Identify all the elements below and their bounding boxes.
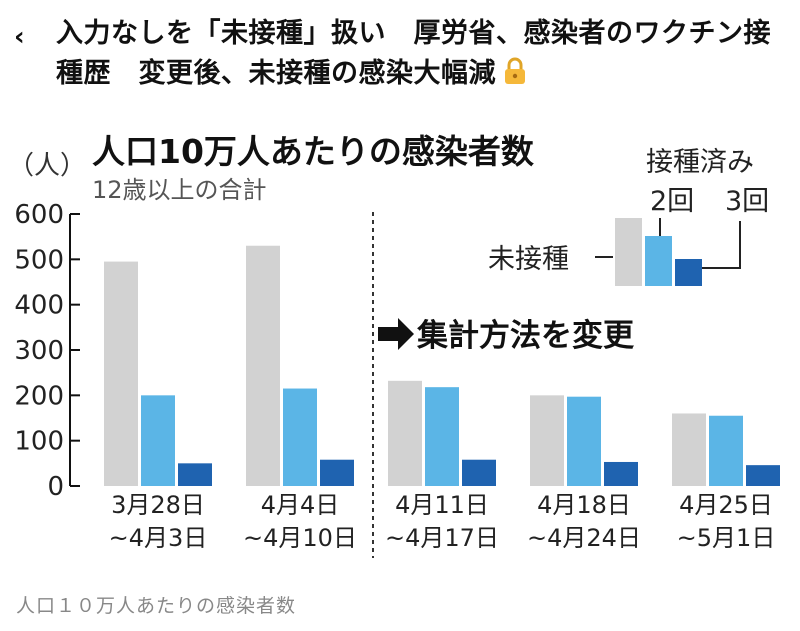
y-tick-label: 400 xyxy=(14,291,64,321)
bar-3回-3 xyxy=(604,461,638,486)
y-tick-label: 300 xyxy=(14,336,64,366)
method-change-annotation: 集計方法を変更 xyxy=(378,318,635,354)
x-tick-label: ~5月1日 xyxy=(677,524,776,552)
legend-label-未接種: 未接種 xyxy=(488,244,569,275)
bar-未接種-4 xyxy=(672,413,706,486)
bars xyxy=(104,245,780,486)
legend-header: 接種済み xyxy=(646,147,754,178)
bar-未接種-0 xyxy=(104,261,138,486)
x-tick-label: 4月4日 xyxy=(261,491,340,519)
x-tick-label: 4月11日 xyxy=(395,491,489,519)
y-tick-label: 200 xyxy=(14,381,64,411)
legend-label-3回: 3回 xyxy=(725,186,769,217)
legend-swatch-2回 xyxy=(645,236,672,286)
bar-chart: 人口10万人あたりの感染者数 （人） 12歳以上の合計 接種済み 2回 3回 未… xyxy=(8,132,780,558)
chart-ylabel: （人） xyxy=(8,151,86,181)
right-arrow-icon xyxy=(378,318,414,350)
bar-未接種-1 xyxy=(246,245,280,486)
bar-3回-2 xyxy=(462,459,496,486)
lock-icon xyxy=(502,56,528,98)
y-ticks: 0 100 200 300 400 500 600 xyxy=(14,200,80,502)
legend-leader-3 xyxy=(702,221,741,269)
bar-2回-4 xyxy=(709,415,743,486)
legend-swatch-3回 xyxy=(675,259,702,286)
chart-title: 人口10万人あたりの感染者数 xyxy=(92,132,535,171)
bar-3回-1 xyxy=(320,459,354,486)
article-header: ‹ 入力なしを「未接種」扱い 厚労省、感染者のワクチン接種歴 変更後、未接種の感… xyxy=(0,0,800,118)
bar-2回-3 xyxy=(567,396,601,486)
chart-container: 人口10万人あたりの感染者数 （人） 12歳以上の合計 接種済み 2回 3回 未… xyxy=(0,118,800,576)
article-headline: 入力なしを「未接種」扱い 厚労省、感染者のワクチン接種歴 変更後、未接種の感染大… xyxy=(56,14,786,98)
bar-未接種-3 xyxy=(530,395,564,486)
y-tick-label: 600 xyxy=(14,200,64,230)
x-tick-label: ~4月17日 xyxy=(385,524,499,552)
bar-2回-2 xyxy=(425,387,459,486)
x-labels: 3月28日 ~4月3日 4月4日 ~4月10日 4月11日 ~4月17日 4月18日 ~4月2… xyxy=(109,491,776,552)
bar-2回-0 xyxy=(141,395,175,486)
y-tick-label: 500 xyxy=(14,245,64,275)
chart-subtitle: 12歳以上の合計 xyxy=(92,176,267,204)
legend-swatch-未接種 xyxy=(615,218,642,286)
x-tick-label: ~4月3日 xyxy=(109,524,208,552)
bar-3回-0 xyxy=(178,463,212,486)
x-tick-label: ~4月24日 xyxy=(527,524,641,552)
x-tick-label: ~4月10日 xyxy=(243,524,357,552)
bar-3回-4 xyxy=(746,465,780,486)
legend-label-2回: 2回 xyxy=(650,186,694,217)
headline-text: 入力なしを「未接種」扱い 厚労省、感染者のワクチン接種歴 変更後、未接種の感染大… xyxy=(56,18,771,89)
annotation-text: 集計方法を変更 xyxy=(416,318,635,354)
x-tick-label: 4月25日 xyxy=(679,491,773,519)
x-tick-label: 3月28日 xyxy=(111,491,205,519)
x-tick-label: 4月18日 xyxy=(537,491,631,519)
y-tick-label: 100 xyxy=(14,427,64,457)
back-chevron-icon[interactable]: ‹ xyxy=(14,22,25,52)
bar-2回-1 xyxy=(283,388,317,486)
figure-caption: 人口１０万人あたりの感染者数 xyxy=(16,595,297,617)
y-tick-label: 0 xyxy=(47,472,64,502)
bar-未接種-2 xyxy=(388,380,422,486)
